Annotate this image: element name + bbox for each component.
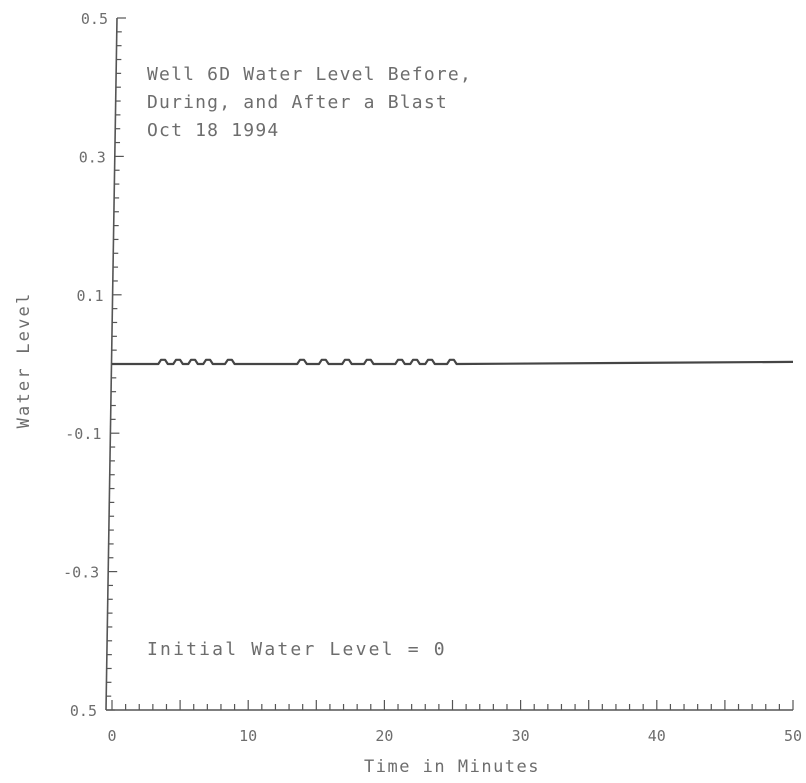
x-axis-label: Time in Minutes xyxy=(364,757,540,777)
y-tick-label: 0.1 xyxy=(77,287,104,305)
x-tick-label: 40 xyxy=(648,727,666,745)
chart-title: Well 6D Water Level Before, During, and … xyxy=(147,64,472,141)
x-tick-label: 50 xyxy=(784,727,802,745)
y-tick-label: -0.1 xyxy=(65,425,101,443)
series-layer xyxy=(112,358,794,366)
initial-level-annotation: Initial Water Level = 0 xyxy=(147,639,447,660)
y-tick-label: 0.3 xyxy=(79,148,106,166)
y-axis-tick-labels: 0.5 0.3 0.1 -0.1 -0.3 0.5 xyxy=(63,10,108,720)
x-tick-label: 20 xyxy=(375,727,393,745)
y-axis-ticks xyxy=(106,17,126,711)
chart-title-line-1: Well 6D Water Level Before, xyxy=(147,64,472,85)
y-tick-label: 0.5 xyxy=(81,10,108,28)
y-axis-label: Water Level xyxy=(14,292,34,429)
x-axis-ticks xyxy=(111,700,794,710)
y-tick-label: 0.5 xyxy=(70,702,97,720)
x-tick-label: 0 xyxy=(107,727,116,745)
x-tick-label: 10 xyxy=(239,727,257,745)
x-axis-tick-labels: 0 10 20 30 40 50 xyxy=(107,727,802,745)
y-tick-label: -0.3 xyxy=(63,564,99,582)
x-tick-label: 30 xyxy=(512,727,530,745)
chart-title-line-3: Oct 18 1994 xyxy=(147,120,279,141)
chart-title-line-2: During, and After a Blast xyxy=(147,92,448,113)
water-level-series-line xyxy=(112,358,794,366)
